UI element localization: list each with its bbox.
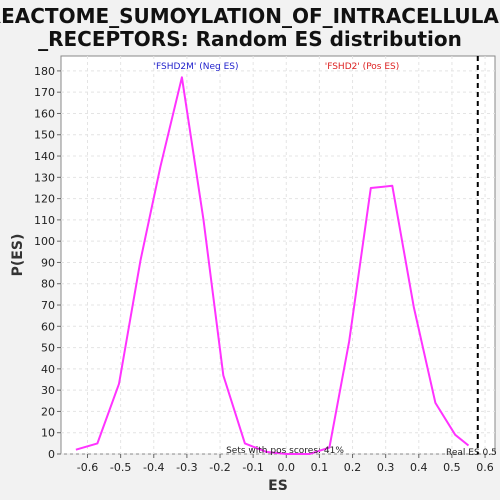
y-tick-label: 170: [34, 86, 55, 99]
x-tick-label: 0.0: [278, 461, 296, 474]
x-tick-label: 0.6: [476, 461, 494, 474]
y-tick-label: 90: [41, 256, 55, 269]
x-tick-label: -0.6: [77, 461, 98, 474]
x-tick-label: 0.3: [377, 461, 395, 474]
y-tick-label: 40: [41, 363, 55, 376]
y-tick-label: 100: [34, 235, 55, 248]
x-tick-label: 0.5: [443, 461, 461, 474]
y-axis-label: P(ES): [10, 234, 26, 277]
y-tick-label: 150: [34, 129, 55, 142]
x-tick-label: 0.1: [311, 461, 329, 474]
pos-scores-label: Sets with pos scores: 41%: [226, 446, 344, 456]
y-tick-label: 130: [34, 171, 55, 184]
y-tick-label: 0: [48, 448, 55, 461]
axis-ticks: 0 10 20 30 40 50 60 70 80 90 100 110 120 130 140 150 160…: [34, 65, 494, 474]
x-tick-label: -0.3: [176, 461, 197, 474]
y-tick-label: 110: [34, 214, 55, 227]
x-tick-label: -0.2: [209, 461, 230, 474]
y-tick-label: 120: [34, 193, 55, 206]
series-layer: [75, 76, 470, 455]
x-axis-label: ES: [268, 478, 288, 494]
chart-title-line-1: REACTOME_SUMOYLATION_OF_INTRACELLULAR: [0, 4, 500, 28]
x-tick-label: 0.4: [410, 461, 428, 474]
chart-title-line-2: _RECEPTORS: Random ES distribution: [38, 27, 462, 51]
es-distribution-line: [75, 76, 470, 455]
real-es-label: Real ES 0.5: [446, 448, 497, 458]
y-tick-label: 80: [41, 278, 55, 291]
y-tick-label: 50: [41, 342, 55, 355]
y-tick-label: 10: [41, 427, 55, 440]
grid-lines: [61, 56, 495, 455]
plot-area: [60, 55, 496, 455]
x-tick-label: -0.1: [242, 461, 263, 474]
y-tick-label: 30: [41, 384, 55, 397]
y-tick-label: 180: [34, 65, 55, 78]
neg-es-label: 'FSHD2M' (Neg ES): [154, 62, 239, 72]
x-tick-label: 0.2: [344, 461, 362, 474]
y-tick-label: 160: [34, 107, 55, 120]
y-tick-label: 70: [41, 299, 55, 312]
pos-es-label: 'FSHD2' (Pos ES): [325, 62, 400, 72]
x-tick-label: -0.5: [110, 461, 131, 474]
y-tick-label: 20: [41, 405, 55, 418]
x-tick-label: -0.4: [143, 461, 164, 474]
y-tick-label: 140: [34, 150, 55, 163]
y-tick-label: 60: [41, 320, 55, 333]
